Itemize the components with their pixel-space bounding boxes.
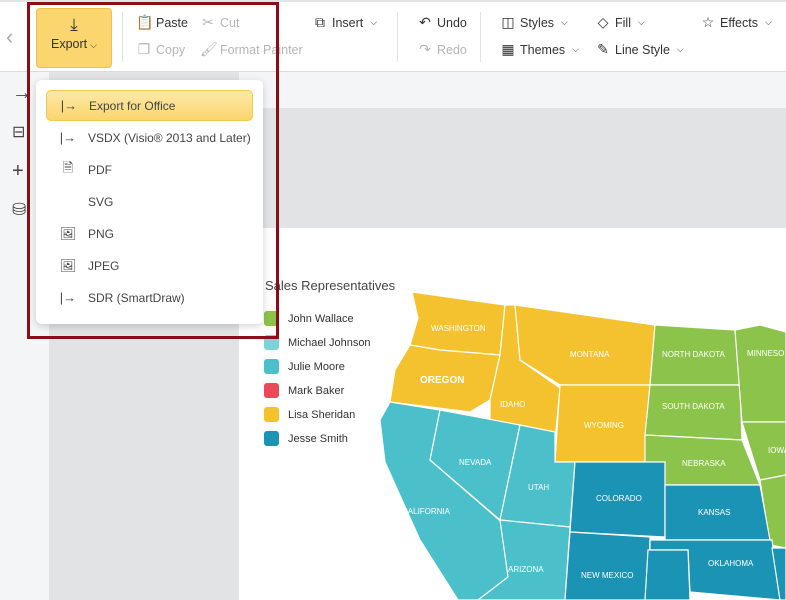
brush-icon: 🖌 [200, 41, 218, 57]
legend-swatch [264, 407, 279, 422]
export-arrow-icon: |→ [59, 290, 77, 305]
state-texas [644, 549, 691, 600]
plus-icon[interactable]: + [12, 160, 24, 182]
pdf-file-icon: 🗎 [62, 159, 74, 175]
paste-button[interactable]: 📋 Paste [136, 14, 188, 30]
label-idaho: IDAHO [500, 400, 525, 409]
label-california: CALIFORNIA [402, 507, 451, 516]
image-icon: 🖼 [59, 225, 77, 241]
export-menu-item[interactable]: 🖼 JPEG [46, 250, 253, 281]
undo-button[interactable]: ↶ Undo [417, 14, 467, 31]
label-kansas: KANSAS [698, 508, 730, 517]
label-oklahoma: OKLAHOMA [708, 559, 754, 568]
label-washington: WASHINGTON [431, 324, 486, 333]
pen-icon: ✎ [597, 41, 609, 57]
label-new-mexico: NEW MEXICO [581, 571, 633, 580]
fill-bucket-icon: ◇ [597, 14, 609, 30]
menu-item-label: PDF [88, 162, 112, 177]
label-minnesota: MINNESO [747, 349, 784, 358]
redo-button[interactable]: ↷ Redo [417, 41, 467, 58]
menu-item-label: PNG [88, 226, 115, 241]
image-icon: 🖼 [59, 257, 77, 273]
legend-label: John Wallace [288, 313, 354, 325]
fill-button[interactable]: ◇ Fill ⌵ [595, 14, 645, 31]
menu-item-label: SVG [88, 194, 114, 209]
chevron-down-icon: ⌵ [370, 17, 378, 27]
menu-item-label: VSDX (Visio® 2013 and Later) [88, 130, 251, 145]
state-iowa [741, 421, 786, 481]
styles-button[interactable]: ◫ Styles ⌵ [501, 14, 568, 30]
export-menu-item[interactable]: 🗎 PDF [46, 154, 253, 185]
label-south-dakota: SOUTH DAKOTA [662, 402, 725, 411]
state-new-mexico [564, 531, 651, 600]
menu-item-label: SDR (SmartDraw) [88, 290, 185, 305]
legend-label: Lisa Sheridan [288, 409, 356, 421]
export-label: Export [51, 37, 88, 51]
undo-icon: ↶ [419, 14, 431, 30]
collapse-chevron-icon[interactable]: ‹ [6, 24, 14, 49]
styles-icon: ◫ [501, 14, 515, 30]
label-wyoming: WYOMING [584, 421, 624, 430]
toolbox-icon[interactable]: ⊟ [12, 124, 26, 141]
themes-button[interactable]: ▦ Themes ⌵ [501, 41, 579, 57]
legend-title: Sales Representatives [265, 278, 396, 293]
insert-icon: ⧉ [315, 14, 325, 30]
export-button[interactable]: ⤓ Export ⌵ [36, 8, 112, 68]
label-nevada: NEVADA [459, 458, 492, 467]
export-menu-item[interactable]: SVG [46, 186, 253, 217]
highlight-frame [27, 2, 279, 339]
legend-label: Jesse Smith [288, 433, 348, 445]
redo-icon: ↷ [419, 41, 431, 57]
insert-button[interactable]: ⧉ Insert ⌵ [312, 14, 377, 31]
line-style-button[interactable]: ✎ Line Style ⌵ [595, 41, 684, 58]
star-icon: ☆ [701, 14, 715, 30]
database-icon[interactable]: ⛁ [12, 200, 27, 219]
menu-item-label: Export for Office [89, 98, 176, 113]
state-arkansas [771, 547, 786, 600]
export-arrow-icon: |→ [59, 130, 77, 145]
canvas-margin [239, 108, 786, 228]
label-arizona: ARIZONA [508, 565, 544, 574]
export-menu-item[interactable]: 🖼 PNG [46, 218, 253, 249]
paste-icon: 📋 [136, 14, 154, 30]
export-menu-item[interactable]: |→ SDR (SmartDraw) [46, 282, 253, 313]
effects-button[interactable]: ☆ Effects ⌵ [701, 14, 772, 30]
label-north-dakota: NORTH DAKOTA [662, 350, 725, 359]
export-dropdown-menu: |→ Export for Office |→ VSDX (Visio® 2013 a… [36, 80, 263, 324]
chevron-down-icon: ⌵ [90, 40, 97, 50]
export-menu-item[interactable]: |→ Export for Office [46, 90, 253, 121]
themes-icon: ▦ [501, 41, 515, 57]
state-arizona [477, 519, 571, 600]
ribbon: ‹ ⤓ Export ⌵ 📋 Paste ✂ Cut ❐ Copy 🖌 Format Pa… [0, 0, 786, 72]
label-utah: UTAH [528, 483, 549, 492]
label-oregon: OREGON [420, 375, 464, 386]
legend-swatch [264, 431, 279, 446]
legend-label: Mark Baker [288, 385, 345, 397]
export-menu-item[interactable]: |→ VSDX (Visio® 2013 and Later) [46, 122, 253, 153]
state-south-dakota [644, 384, 743, 441]
label-montana: MONTANA [570, 350, 610, 359]
label-colorado: COLORADO [596, 494, 642, 503]
legend-label: Michael Johnson [288, 337, 371, 349]
menu-item-label: JPEG [88, 258, 120, 273]
legend-swatch [264, 359, 279, 374]
legend-label: Julie Moore [288, 361, 345, 373]
copy-button[interactable]: ❐ Copy [137, 41, 186, 57]
label-nebraska: NEBRASKA [682, 459, 726, 468]
legend-swatch [264, 383, 279, 398]
state-minnesota [734, 324, 786, 423]
label-iowa: IOWA [768, 446, 786, 455]
format-painter-button[interactable]: 🖌 Format Painter [200, 41, 303, 57]
state-oregon [389, 344, 501, 413]
scissors-icon: ✂ [202, 14, 214, 30]
export-arrow-icon: |→ [60, 98, 78, 113]
legend-swatch [264, 311, 279, 326]
download-icon: ⤓ [70, 15, 78, 34]
copy-icon: ❐ [137, 41, 151, 57]
cut-button[interactable]: ✂ Cut [200, 14, 239, 31]
